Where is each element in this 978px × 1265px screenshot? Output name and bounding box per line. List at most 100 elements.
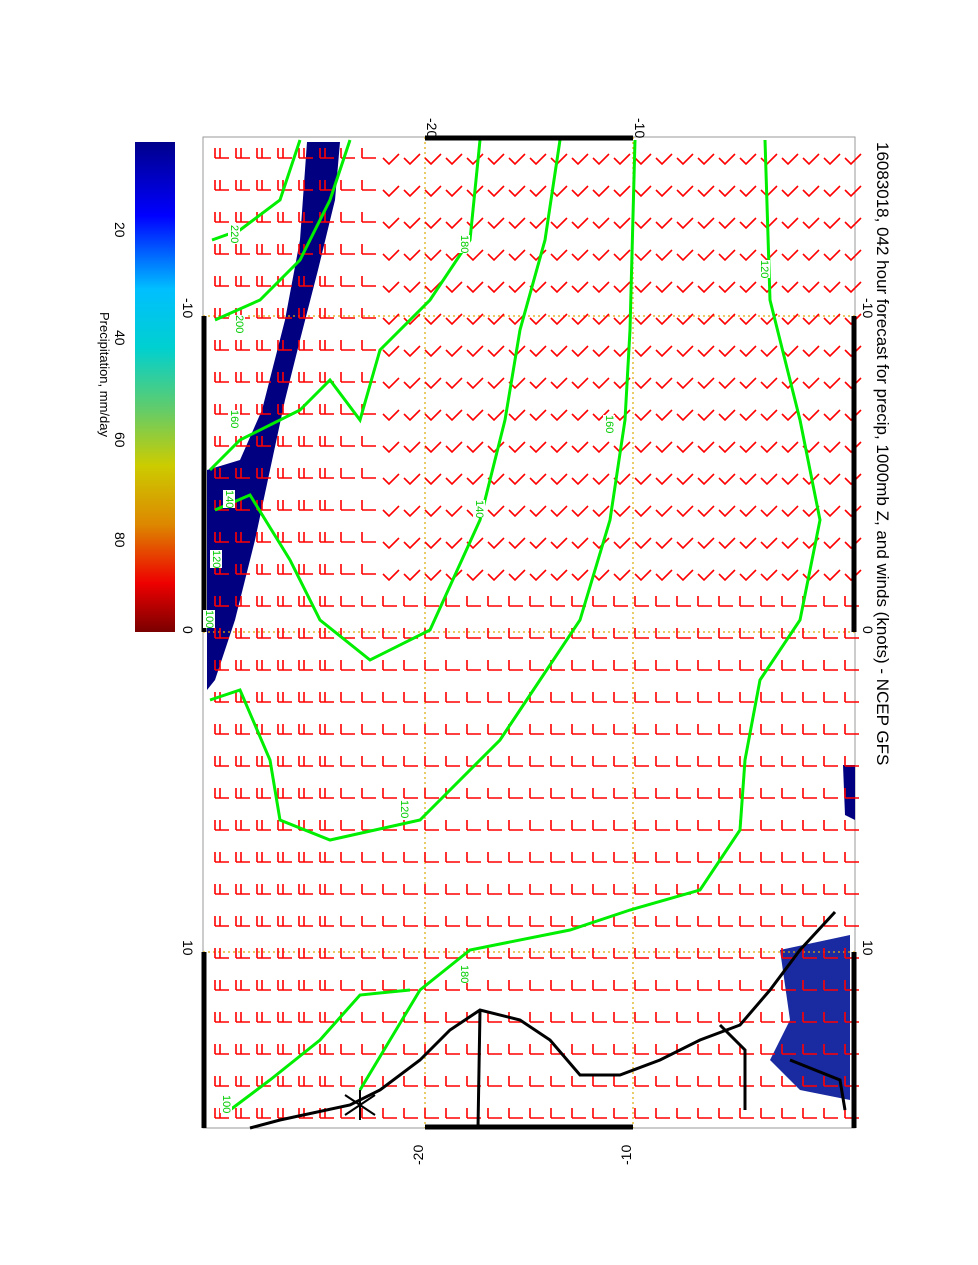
wind-barb bbox=[844, 249, 862, 262]
wind-barb bbox=[613, 820, 628, 831]
wind-barb bbox=[718, 377, 736, 390]
wind-barb bbox=[382, 628, 397, 639]
wind-barb bbox=[424, 281, 442, 294]
wind-barb bbox=[718, 441, 736, 454]
wind-barb bbox=[214, 436, 229, 447]
wind-barb bbox=[487, 313, 505, 326]
wind-barb bbox=[571, 153, 589, 166]
contour-label: 220 bbox=[228, 225, 240, 244]
wind-barb bbox=[466, 628, 481, 639]
wind-barb bbox=[613, 756, 628, 767]
wind-barb bbox=[823, 1108, 838, 1119]
wind-barb bbox=[424, 660, 439, 671]
wind-barb bbox=[760, 473, 778, 486]
wind-barb bbox=[739, 756, 754, 767]
precip-band bbox=[207, 142, 855, 1100]
wind-barb bbox=[340, 980, 355, 991]
wind-barb bbox=[256, 436, 271, 447]
wind-barb bbox=[214, 532, 229, 543]
lat-tick-bottom: -10 bbox=[618, 1144, 634, 1165]
wind-barb bbox=[508, 281, 526, 294]
wind-barb bbox=[655, 409, 673, 422]
wind-barb bbox=[256, 148, 271, 159]
wind-barb bbox=[424, 820, 439, 831]
wind-barb bbox=[298, 980, 313, 991]
wind-barb bbox=[592, 724, 607, 735]
wind-barb bbox=[382, 249, 400, 262]
wind-barb bbox=[571, 345, 589, 358]
wind-barb bbox=[697, 948, 712, 959]
wind-barb bbox=[823, 1012, 838, 1023]
wind-barb bbox=[823, 473, 841, 486]
wind-barb bbox=[382, 313, 400, 326]
wind-barb bbox=[277, 212, 292, 223]
wind-barb bbox=[718, 185, 736, 198]
wind-barb bbox=[424, 537, 442, 550]
wind-barb bbox=[844, 281, 862, 294]
wind-barb bbox=[214, 916, 229, 927]
wind-barb bbox=[508, 537, 526, 550]
wind-barb bbox=[256, 308, 271, 319]
wind-barb bbox=[760, 724, 775, 735]
wind-barb bbox=[613, 1076, 628, 1087]
wind-barb bbox=[466, 596, 481, 607]
wind-barb bbox=[508, 852, 523, 863]
wind-barb bbox=[424, 569, 442, 582]
wind-barb bbox=[445, 441, 463, 454]
wind-barb bbox=[592, 948, 607, 959]
wind-barb bbox=[634, 628, 649, 639]
wind-barb bbox=[802, 884, 817, 895]
wind-barb bbox=[298, 308, 313, 319]
wind-barb bbox=[613, 916, 628, 927]
wind-barb bbox=[634, 1108, 649, 1119]
wind-barb bbox=[718, 569, 736, 582]
wind-barb bbox=[676, 916, 691, 927]
wind-barb bbox=[634, 884, 649, 895]
wind-barb bbox=[802, 1012, 817, 1023]
wind-barb bbox=[655, 1012, 670, 1023]
wind-barb bbox=[550, 409, 568, 422]
wind-barb bbox=[277, 500, 292, 511]
wind-barb bbox=[697, 916, 712, 927]
wind-barb bbox=[277, 436, 292, 447]
wind-barb bbox=[571, 788, 586, 799]
wind-barb bbox=[592, 1108, 607, 1119]
colorbar-label: Precipitation, mm/day bbox=[97, 312, 112, 437]
wind-barb bbox=[781, 980, 796, 991]
wind-barb bbox=[781, 569, 799, 582]
wind-barb bbox=[676, 692, 691, 703]
wind-barb bbox=[592, 313, 610, 326]
wind-barb bbox=[361, 788, 376, 799]
wind-barb bbox=[508, 980, 523, 991]
wind-barb bbox=[592, 281, 610, 294]
wind-barb bbox=[445, 217, 463, 230]
wind-barb bbox=[697, 569, 715, 582]
wind-barb bbox=[235, 884, 250, 895]
wind-barb bbox=[445, 1044, 460, 1055]
wind-barb bbox=[466, 884, 481, 895]
wind-barb bbox=[697, 820, 712, 831]
wind-barb bbox=[718, 153, 736, 166]
wind-barb bbox=[445, 756, 460, 767]
wind-barb bbox=[361, 596, 376, 607]
wind-barb bbox=[697, 473, 715, 486]
wind-barb bbox=[487, 409, 505, 422]
wind-barb bbox=[361, 948, 376, 959]
wind-barb bbox=[403, 756, 418, 767]
wind-barb bbox=[613, 249, 631, 262]
wind-barb bbox=[508, 409, 526, 422]
wind-barb bbox=[823, 980, 838, 991]
wind-barb bbox=[655, 569, 673, 582]
wind-barb bbox=[550, 441, 568, 454]
wind-barb bbox=[718, 884, 733, 895]
wind-barb bbox=[823, 884, 838, 895]
wind-barb bbox=[613, 724, 628, 735]
wind-barb bbox=[445, 1108, 460, 1119]
wind-barb bbox=[529, 852, 544, 863]
wind-barb bbox=[739, 409, 757, 422]
wind-barb bbox=[613, 153, 631, 166]
wind-barb bbox=[529, 409, 547, 422]
wind-barb bbox=[802, 948, 817, 959]
wind-barb bbox=[382, 980, 397, 991]
